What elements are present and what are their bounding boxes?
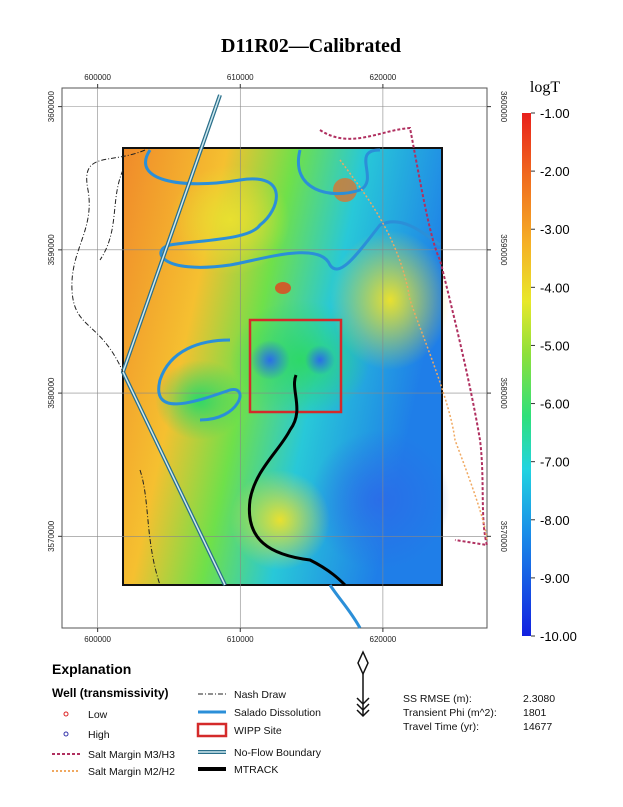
legend-label: Salt Margin M2/H2: [88, 766, 175, 778]
colorbar-tick-label: -5.00: [540, 338, 570, 353]
x-tick-label: 610000: [227, 73, 254, 82]
stat-value: 1801: [523, 707, 547, 719]
colorbar: [522, 113, 531, 636]
y-tick-label: 3570000: [499, 521, 508, 553]
y-tick-label: 3580000: [499, 378, 508, 410]
legend-swatch: [196, 722, 228, 738]
high-symbol: [63, 731, 69, 737]
y-tick-label: 3600000: [499, 91, 508, 123]
stat-label: SS RMSE (m):: [403, 693, 472, 705]
legend-label: Salado Dissolution: [234, 707, 321, 719]
salado-dissolution: [157, 148, 381, 422]
salado-dissolution: [328, 584, 362, 629]
north-arrow: [356, 650, 370, 718]
mtrack: [247, 374, 347, 587]
x-tick-label: 620000: [370, 73, 397, 82]
colorbar-tick-label: -3.00: [540, 222, 570, 237]
colorbar-tick-label: -6.00: [540, 397, 570, 412]
legend-subtitle: Well (transmissivity): [52, 686, 168, 700]
legend-label: Salt Margin M3/H3: [88, 749, 175, 761]
stat-value: 14677: [523, 721, 552, 733]
colorbar-tick-label: -2.00: [540, 164, 570, 179]
colorbar-tick-label: -1.00: [540, 106, 570, 121]
y-tick-label: 3570000: [47, 520, 56, 552]
stat-label: Transient Phi (m^2):: [403, 707, 497, 719]
salt-margin-m2: [339, 159, 488, 541]
nash-draw: [71, 149, 161, 586]
colorbar-tick-label: -10.00: [540, 629, 577, 644]
colorbar-tick-label: -8.00: [540, 513, 570, 528]
transmissivity-field: [123, 148, 450, 585]
colorbar-label: logT: [530, 79, 560, 96]
y-tick-label: 3580000: [47, 377, 56, 409]
salado-dissolution: [144, 149, 441, 271]
x-tick-label: 620000: [370, 635, 397, 644]
stat-label: Travel Time (yr):: [403, 721, 479, 733]
x-tick-label: 610000: [227, 635, 254, 644]
x-tick-label: 600000: [84, 635, 111, 644]
salt-margin-m3: [319, 126, 489, 547]
legend-label: MTRACK: [234, 764, 278, 776]
colorbar-tick-label: -7.00: [540, 455, 570, 470]
colorbar-tick-label: -9.00: [540, 571, 570, 586]
stat-value: 2.3080: [523, 693, 555, 705]
legend-title: Explanation: [52, 661, 131, 677]
legend-label: High: [88, 729, 110, 741]
y-tick-label: 3590000: [499, 234, 508, 266]
x-tick-label: 600000: [84, 73, 111, 82]
y-tick-label: 3600000: [47, 91, 56, 123]
legend-label: WIPP Site: [234, 725, 282, 737]
title: D11R02—Calibrated: [221, 35, 401, 57]
legend-label: Low: [88, 709, 108, 721]
legend-label: Nash Draw: [234, 689, 286, 701]
y-tick-label: 3590000: [47, 234, 56, 266]
legend-label: No-Flow Boundary: [234, 747, 322, 759]
low-symbol: [63, 711, 69, 717]
colorbar-tick-label: -4.00: [540, 280, 570, 295]
